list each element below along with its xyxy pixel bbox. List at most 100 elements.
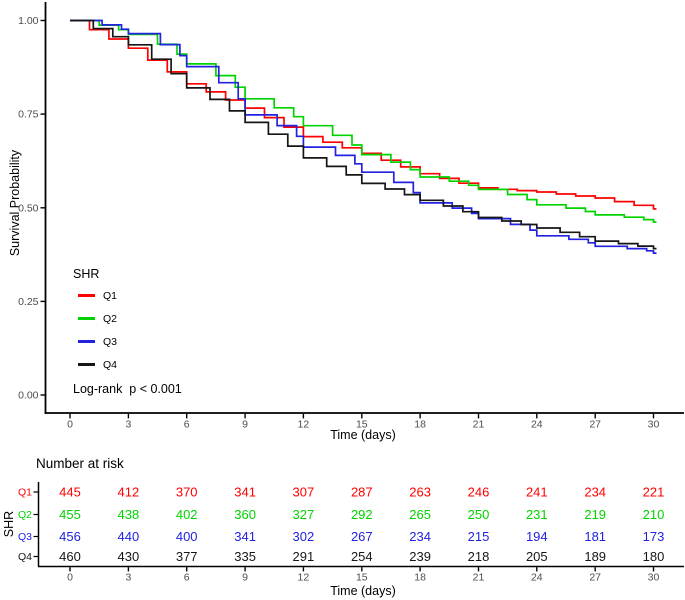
risk-x-tick-label: 6 <box>184 572 190 584</box>
risk-count-q1: 263 <box>409 485 431 500</box>
risk-count-q1: 221 <box>643 485 665 500</box>
legend-label-q1: Q1 <box>103 289 118 302</box>
risk-count-q2: 402 <box>176 507 198 522</box>
risk-count-q4: 460 <box>59 549 81 564</box>
x-tick-label: 15 <box>356 419 368 431</box>
risk-count-q2: 327 <box>293 507 315 522</box>
risk-count-q3: 173 <box>643 529 665 544</box>
logrank-annotation: Log-rank p < 0.001 <box>73 382 182 396</box>
risk-x-tick-label: 12 <box>298 572 310 584</box>
risk-x-tick-label: 21 <box>473 572 485 584</box>
risk-x-tick-label: 9 <box>242 572 248 584</box>
risk-count-q2: 231 <box>526 507 548 522</box>
risk-count-q2: 219 <box>584 507 606 522</box>
risk-count-q2: 455 <box>59 507 81 522</box>
risk-count-q4: 189 <box>584 549 606 564</box>
risk-count-q4: 205 <box>526 549 548 564</box>
x-axis-title: Time (days) <box>330 428 396 442</box>
risk-count-q1: 246 <box>468 485 490 500</box>
legend-item-q4: Q4 <box>73 353 117 376</box>
legend-title: SHR <box>73 267 100 281</box>
risk-count-q1: 445 <box>59 485 81 500</box>
risk-row-label-q4: Q4 <box>18 551 32 563</box>
survival-plot: 1.00 0.75 0.50 0.25 0.00 0 3 6 9 12 15 18 21 24 27 30 <box>18 2 684 431</box>
risk-count-q3: 181 <box>584 529 606 544</box>
risk-count-q4: 430 <box>118 549 140 564</box>
risk-count-q2: 250 <box>468 507 490 522</box>
risk-count-q4: 291 <box>293 549 315 564</box>
legend-swatch-q3-icon <box>78 340 95 343</box>
risk-x-tick-label: 3 <box>125 572 131 584</box>
risk-table-title: Number at risk <box>36 456 124 471</box>
risk-count-q4: 254 <box>351 549 373 564</box>
risk-x-tick-label: 0 <box>67 572 73 584</box>
x-tick-label: 27 <box>589 419 601 431</box>
risk-count-q3: 456 <box>59 529 81 544</box>
risk-count-q1: 341 <box>234 485 256 500</box>
legend-label-q3: Q3 <box>103 335 118 348</box>
risk-x-tick-label: 24 <box>531 572 543 584</box>
x-tick-label: 6 <box>184 419 190 431</box>
risk-count-q4: 218 <box>468 549 490 564</box>
x-tick-label: 3 <box>125 419 131 431</box>
legend-swatch-q1-icon <box>78 294 95 297</box>
risk-count-q3: 215 <box>468 529 490 544</box>
risk-count-q1: 412 <box>118 485 140 500</box>
risk-count-q4: 239 <box>409 549 431 564</box>
risk-x-tick-label: 18 <box>414 572 426 584</box>
x-tick-label: 30 <box>648 419 660 431</box>
risk-x-tick-label: 15 <box>356 572 368 584</box>
y-tick-label: 0.25 <box>18 296 39 308</box>
risk-count-q1: 287 <box>351 485 373 500</box>
risk-count-q1: 370 <box>176 485 198 500</box>
risk-count-q3: 440 <box>118 529 140 544</box>
y-axis-title: Survival Probability <box>8 149 22 257</box>
risk-count-q4: 377 <box>176 549 198 564</box>
risk-count-q1: 234 <box>584 485 606 500</box>
legend-item-q1: Q1 <box>73 284 117 307</box>
risk-count-q2: 360 <box>234 507 256 522</box>
legend-swatch-q2-icon <box>78 317 95 320</box>
y-tick-label: 0.00 <box>18 390 39 402</box>
x-tick-label: 9 <box>242 419 248 431</box>
legend: SHR Q1 Q2 Q3 Q4 <box>73 267 117 376</box>
x-tick-label: 0 <box>67 419 73 431</box>
curve-q1 <box>70 19 657 210</box>
curve-q3 <box>70 19 657 254</box>
risk-row-label-q1: Q1 <box>18 487 32 499</box>
legend-item-q2: Q2 <box>73 307 117 330</box>
risk-count-q4: 180 <box>643 549 665 564</box>
y-tick-label: 1.00 <box>18 15 39 27</box>
risk-count-q3: 302 <box>293 529 315 544</box>
risk-count-q3: 400 <box>176 529 198 544</box>
curve-q4 <box>70 19 657 250</box>
risk-count-q1: 241 <box>526 485 548 500</box>
risk-count-q2: 265 <box>409 507 431 522</box>
x-tick-label: 24 <box>531 419 543 431</box>
risk-count-q2: 292 <box>351 507 373 522</box>
curve-q2 <box>70 19 657 223</box>
legend-label-q4: Q4 <box>103 358 118 371</box>
risk-count-q3: 194 <box>526 529 548 544</box>
risk-count-q2: 438 <box>118 507 140 522</box>
x-tick-label: 21 <box>473 419 485 431</box>
risk-count-q3: 234 <box>409 529 431 544</box>
legend-label-q2: Q2 <box>103 312 118 325</box>
risk-count-q3: 267 <box>351 529 373 544</box>
risk-row-label-q3: Q3 <box>18 531 32 543</box>
x-tick-label: 18 <box>414 419 426 431</box>
risk-x-tick-label: 27 <box>589 572 601 584</box>
risk-count-q1: 307 <box>293 485 315 500</box>
risk-row-label-q2: Q2 <box>18 509 32 521</box>
x-tick-label: 12 <box>298 419 310 431</box>
legend-swatch-q4-icon <box>78 363 95 366</box>
legend-item-q3: Q3 <box>73 330 117 353</box>
risk-x-tick-label: 30 <box>648 572 660 584</box>
y-tick-label: 0.50 <box>18 202 39 214</box>
y-tick-label: 0.75 <box>18 109 39 121</box>
risk-count-q4: 335 <box>234 549 256 564</box>
risk-count-q2: 210 <box>643 507 665 522</box>
risk-x-axis-title: Time (days) <box>330 584 396 598</box>
